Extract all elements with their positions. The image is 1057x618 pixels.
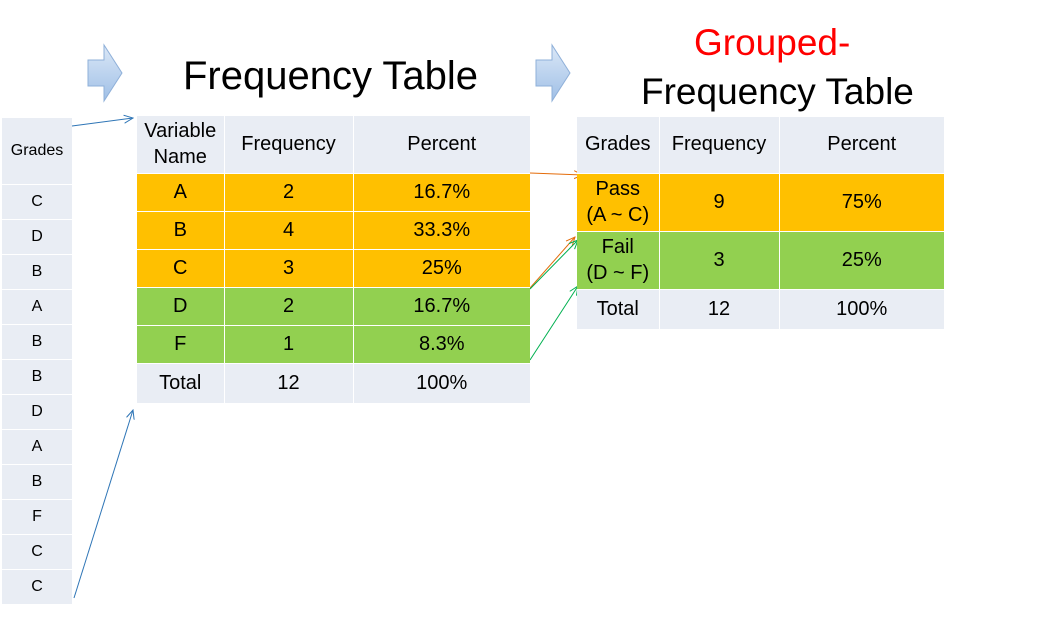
table-row: F 1 8.3% xyxy=(137,325,530,364)
connector-arrow xyxy=(529,173,583,175)
block-arrow-right-icon xyxy=(535,43,571,103)
row-frequency: 3 xyxy=(659,231,780,290)
row-percent: 16.7% xyxy=(353,287,530,326)
total-frequency: 12 xyxy=(659,289,780,330)
column-header: Grades xyxy=(577,117,660,174)
raw-grade-cell: D xyxy=(2,219,72,255)
column-header: Percent xyxy=(353,116,530,174)
row-name: F xyxy=(137,325,225,364)
row-name: B xyxy=(137,211,225,250)
row-frequency: 4 xyxy=(224,211,354,250)
table-row: A 2 16.7% xyxy=(137,173,530,212)
raw-grade-cell: B xyxy=(2,359,72,395)
row-name: D xyxy=(137,287,225,326)
table-row: D 2 16.7% xyxy=(137,287,530,326)
total-percent: 100% xyxy=(353,363,530,404)
row-name: Pass (A ~ C) xyxy=(577,173,660,232)
table-row: B 4 33.3% xyxy=(137,211,530,250)
raw-grade-cell: C xyxy=(2,184,72,220)
row-percent: 75% xyxy=(779,173,944,232)
row-frequency: 1 xyxy=(224,325,354,364)
row-name: A xyxy=(137,173,225,212)
row-name-line2: (A ~ C) xyxy=(586,204,650,226)
raw-grades-list: Grades C D B A B B D A B F C C xyxy=(2,118,72,605)
row-frequency: 2 xyxy=(224,173,354,212)
frequency-table: Variable Name Frequency Percent A 2 16.7… xyxy=(137,116,530,404)
raw-grade-cell: A xyxy=(2,429,72,465)
grouped-table-title-line1: Grouped- xyxy=(694,22,851,63)
total-percent: 100% xyxy=(779,289,944,330)
raw-grades-header: Grades xyxy=(2,118,72,185)
connector-arrow xyxy=(71,118,133,127)
raw-grade-cell: F xyxy=(2,499,72,535)
table-row: Fail (D ~ F) 3 25% xyxy=(577,231,944,290)
total-label: Total xyxy=(577,289,660,330)
row-percent: 16.7% xyxy=(353,173,530,212)
grouped-table-title-line2: Frequency Table xyxy=(641,71,914,112)
row-frequency: 9 xyxy=(659,173,780,232)
table-total-row: Total 12 100% xyxy=(577,289,944,330)
row-percent: 25% xyxy=(779,231,944,290)
table-row: C 3 25% xyxy=(137,249,530,288)
raw-grade-cell: A xyxy=(2,289,72,325)
column-header: Percent xyxy=(779,117,944,174)
grouped-frequency-table: Grades Frequency Percent Pass (A ~ C) 9 … xyxy=(577,117,944,330)
connector-arrow xyxy=(529,286,578,361)
table-total-row: Total 12 100% xyxy=(137,363,530,404)
table-header-row: Variable Name Frequency Percent xyxy=(137,116,530,174)
raw-grade-cell: C xyxy=(2,534,72,570)
row-name-line2: (D ~ F) xyxy=(586,262,650,284)
row-percent: 33.3% xyxy=(353,211,530,250)
column-header: Frequency xyxy=(224,116,354,174)
row-name-line1: Pass xyxy=(595,178,640,200)
connector-arrow xyxy=(73,410,133,599)
table-header-row: Grades Frequency Percent xyxy=(577,117,944,174)
raw-grade-cell: B xyxy=(2,254,72,290)
raw-grade-cell: D xyxy=(2,394,72,430)
connector-arrow xyxy=(529,237,575,289)
block-arrow-right-icon xyxy=(87,43,123,103)
column-header: Frequency xyxy=(659,117,780,174)
raw-grade-cell: B xyxy=(2,324,72,360)
row-percent: 25% xyxy=(353,249,530,288)
raw-grade-cell: C xyxy=(2,569,72,605)
row-name-line1: Fail xyxy=(601,236,634,258)
row-percent: 8.3% xyxy=(353,325,530,364)
row-name: Fail (D ~ F) xyxy=(577,231,660,290)
column-header: Variable Name xyxy=(137,116,225,174)
total-label: Total xyxy=(137,363,225,404)
total-frequency: 12 xyxy=(224,363,354,404)
row-frequency: 3 xyxy=(224,249,354,288)
row-frequency: 2 xyxy=(224,287,354,326)
raw-grade-cell: B xyxy=(2,464,72,500)
connector-arrow xyxy=(529,240,578,290)
row-name: C xyxy=(137,249,225,288)
frequency-table-title: Frequency Table xyxy=(183,54,478,98)
table-row: Pass (A ~ C) 9 75% xyxy=(577,173,944,232)
